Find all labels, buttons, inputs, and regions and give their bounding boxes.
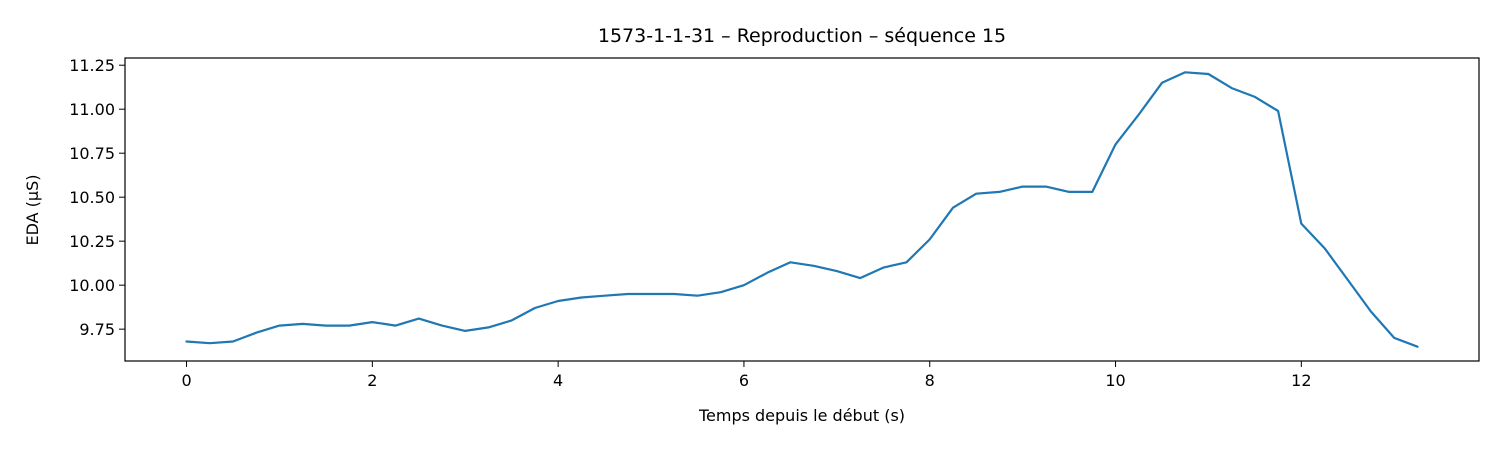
plot-frame xyxy=(124,57,1480,362)
y-axis-label: EDA (µS) xyxy=(23,175,42,246)
y-tick-label: 10.75 xyxy=(69,144,115,163)
x-axis-label: Temps depuis le début (s) xyxy=(698,406,905,425)
x-tick-label: 8 xyxy=(925,371,935,390)
x-tick-label: 2 xyxy=(367,371,377,390)
x-tick-label: 4 xyxy=(553,371,563,390)
x-tick-label: 10 xyxy=(1105,371,1125,390)
y-axis-ticks: 9.75 10.00 10.25 10.50 10.75 11.00 11.25 xyxy=(69,56,125,339)
y-tick-label: 9.75 xyxy=(79,320,115,339)
x-tick-label: 0 xyxy=(181,371,191,390)
y-tick-label: 10.00 xyxy=(69,276,115,295)
y-tick-label: 11.25 xyxy=(69,56,115,75)
y-tick-label: 10.50 xyxy=(69,188,115,207)
eda-series-line xyxy=(185,71,1419,348)
x-tick-label: 6 xyxy=(739,371,749,390)
y-tick-label: 10.25 xyxy=(69,232,115,251)
x-tick-label: 12 xyxy=(1291,371,1311,390)
y-tick-label: 11.00 xyxy=(69,100,115,119)
x-axis-ticks: 0 2 4 6 8 10 12 xyxy=(181,361,1312,390)
chart-title: 1573-1-1-31 – Reproduction – séquence 15 xyxy=(598,25,1006,47)
